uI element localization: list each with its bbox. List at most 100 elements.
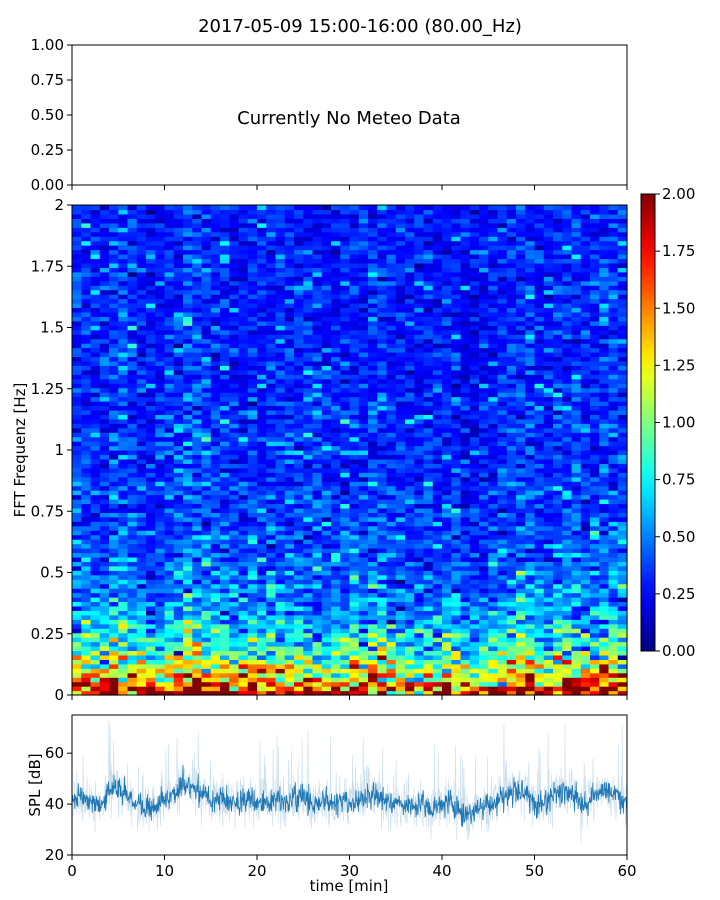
spectrogram-cell (442, 677, 452, 683)
spectrogram-cell (553, 507, 563, 513)
spectrogram-cell (506, 570, 517, 576)
spectrogram-cell (72, 409, 82, 415)
spectrogram-cell (506, 481, 517, 487)
spectrogram-cell (220, 556, 230, 562)
spectrogram-cell (368, 396, 378, 402)
spectrogram-cell (488, 494, 499, 500)
spectrogram-cell (229, 401, 240, 407)
spectrogram-cell (136, 401, 147, 407)
spectrogram-cell (608, 556, 619, 562)
spectrogram-cell (340, 356, 351, 362)
spectrogram-cell (72, 641, 82, 647)
spectrogram-cell (164, 507, 175, 513)
spectrogram-cell (303, 597, 314, 603)
spectrogram-cell (414, 597, 425, 603)
spectrogram-cell (220, 654, 230, 660)
spectrogram-cell (590, 610, 600, 616)
spectrogram-cell (460, 570, 471, 576)
spectrogram-cell (497, 436, 508, 442)
spectrogram-cell (525, 356, 536, 362)
spectrogram-cell (488, 534, 499, 540)
spectrogram-cell (127, 507, 138, 513)
spectrogram-cell (220, 659, 230, 665)
spectrogram-cell (580, 637, 591, 643)
spectrogram-cell (257, 614, 267, 620)
spectrogram-cell (488, 539, 499, 545)
spectrogram-cell (81, 396, 92, 402)
spectrogram-cell (414, 588, 425, 594)
spectrogram-cell (173, 583, 184, 589)
spectrogram-cell (257, 436, 267, 442)
spectrogram-cell (423, 436, 434, 442)
spectrogram-cell (571, 570, 582, 576)
spectrogram-cell (488, 441, 499, 447)
spectrogram-cell (460, 512, 471, 518)
spectrogram-cell (358, 512, 369, 518)
spectrogram-cell (266, 646, 277, 652)
spectrogram-cell (257, 383, 267, 389)
spectrogram-cell (488, 387, 499, 393)
spectrogram-cell (451, 623, 462, 629)
spectrogram-cell (118, 396, 129, 402)
spectrogram-cell (525, 548, 536, 554)
spectrogram-cell (516, 356, 526, 362)
spectrogram-cell (368, 441, 378, 447)
spectrogram-cell (488, 356, 499, 362)
spectrogram-cell (460, 686, 471, 692)
spectrogram-cell (506, 677, 517, 683)
spectrogram-cell (155, 543, 166, 549)
spectrogram-cell (368, 583, 378, 589)
spectrogram-cell (534, 641, 545, 647)
spectrogram-cell (127, 539, 138, 545)
spectrogram-cell (72, 427, 82, 433)
spectrogram-cell (90, 490, 101, 496)
spectrogram-cell (81, 610, 92, 616)
spectrogram-cell (109, 534, 119, 540)
spectrogram-cell (210, 610, 221, 616)
spectrogram-cell (275, 499, 286, 505)
spectrogram-cell (525, 378, 536, 384)
spectrogram-cell (99, 592, 110, 598)
spectrogram-cell (469, 690, 480, 696)
spectrogram-cell (340, 445, 351, 451)
spectrogram-cell (312, 396, 323, 402)
spectrogram-cell (543, 516, 554, 522)
spectrogram-cell (451, 641, 462, 647)
spectrogram-cell (183, 632, 193, 638)
spectrogram-cell (599, 436, 610, 442)
spectrogram-cell (562, 392, 573, 398)
spectrogram-cell (405, 458, 415, 464)
spectrogram-cell (146, 601, 156, 607)
spectrogram-cell (506, 352, 517, 358)
spectrogram-cell (469, 360, 480, 366)
spectrogram-cell (164, 677, 175, 683)
spectrogram-cell (183, 548, 193, 554)
spectrogram-cell (220, 499, 230, 505)
spectrogram-cell (331, 423, 341, 429)
spectrogram-cell (321, 405, 332, 411)
spectrogram-cell (469, 543, 480, 549)
spectrogram-cell (534, 646, 545, 652)
spectrogram-cell (146, 539, 156, 545)
spectrogram-cell (442, 690, 452, 696)
spectrogram-cell (257, 463, 267, 469)
spectrogram-cell (395, 463, 406, 469)
spectrogram-cell (386, 476, 397, 482)
spectrogram-cell (331, 338, 341, 344)
spectrogram-cell (238, 392, 249, 398)
spectrogram-cell (395, 552, 406, 558)
spectrogram-cell (460, 427, 471, 433)
spectrogram-cell (368, 619, 378, 625)
spectrogram-cell (109, 605, 119, 611)
spectrogram-cell (460, 525, 471, 531)
spectrogram-cell (109, 463, 119, 469)
spectrogram-cell (590, 650, 600, 656)
spectrogram-cell (146, 472, 156, 478)
spectrogram-cell (99, 441, 110, 447)
spectrogram-cell (534, 463, 545, 469)
spectrogram-cell (183, 605, 193, 611)
spectrogram-cell (183, 543, 193, 549)
spectrogram-cell (192, 637, 203, 643)
spectrogram-cell (451, 539, 462, 545)
spectrogram-cell (590, 458, 600, 464)
